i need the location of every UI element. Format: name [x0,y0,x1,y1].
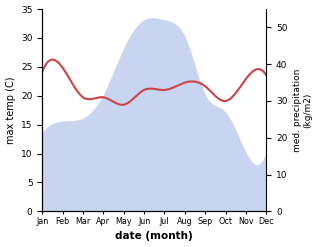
Y-axis label: med. precipitation
(kg/m2): med. precipitation (kg/m2) [293,68,313,152]
Y-axis label: max temp (C): max temp (C) [5,76,16,144]
X-axis label: date (month): date (month) [115,231,193,242]
